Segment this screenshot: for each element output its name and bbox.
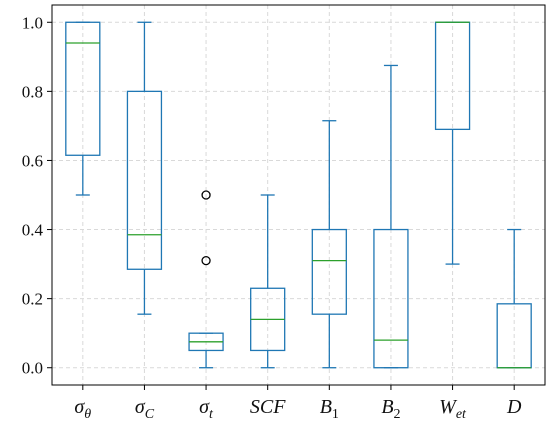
iqr-box	[126, 90, 163, 270]
outlier-point	[201, 255, 211, 266]
box-group	[434, 21, 471, 265]
x-tick-label: σθ	[74, 396, 91, 422]
plot-frame	[51, 4, 546, 386]
box-group	[311, 120, 347, 369]
tick-layer: 0.0 0.2 0.4 0.6 0.8 1.0 σθ σC σt SCF B1 B2 Wet D	[22, 13, 522, 422]
y-tick-label: 0.0	[22, 359, 43, 378]
y-tick-label: 0.6	[22, 151, 43, 170]
box-group	[496, 228, 532, 369]
y-tick-label: 0.2	[22, 290, 43, 309]
box-group	[126, 21, 163, 315]
y-tick-label: 0.8	[22, 82, 43, 101]
x-tick-label: σC	[135, 396, 155, 422]
x-tick-label: SCF	[250, 396, 286, 418]
box-layer	[65, 21, 532, 369]
iqr-box	[311, 228, 347, 315]
box-group	[65, 21, 101, 196]
box-group	[250, 194, 286, 369]
outlier-point	[201, 190, 211, 200]
x-tick-label: σt	[199, 396, 214, 422]
y-tick-label: 1.0	[22, 13, 43, 32]
y-tick-label: 0.4	[22, 221, 44, 240]
x-tick-label: B2	[381, 396, 400, 422]
iqr-box	[65, 21, 101, 156]
x-tick-label: D	[506, 396, 522, 418]
x-tick-label: B1	[320, 396, 339, 422]
box-group	[188, 190, 224, 369]
x-tick-label: Wet	[439, 396, 467, 422]
box-group	[373, 64, 409, 369]
iqr-box	[373, 228, 409, 369]
